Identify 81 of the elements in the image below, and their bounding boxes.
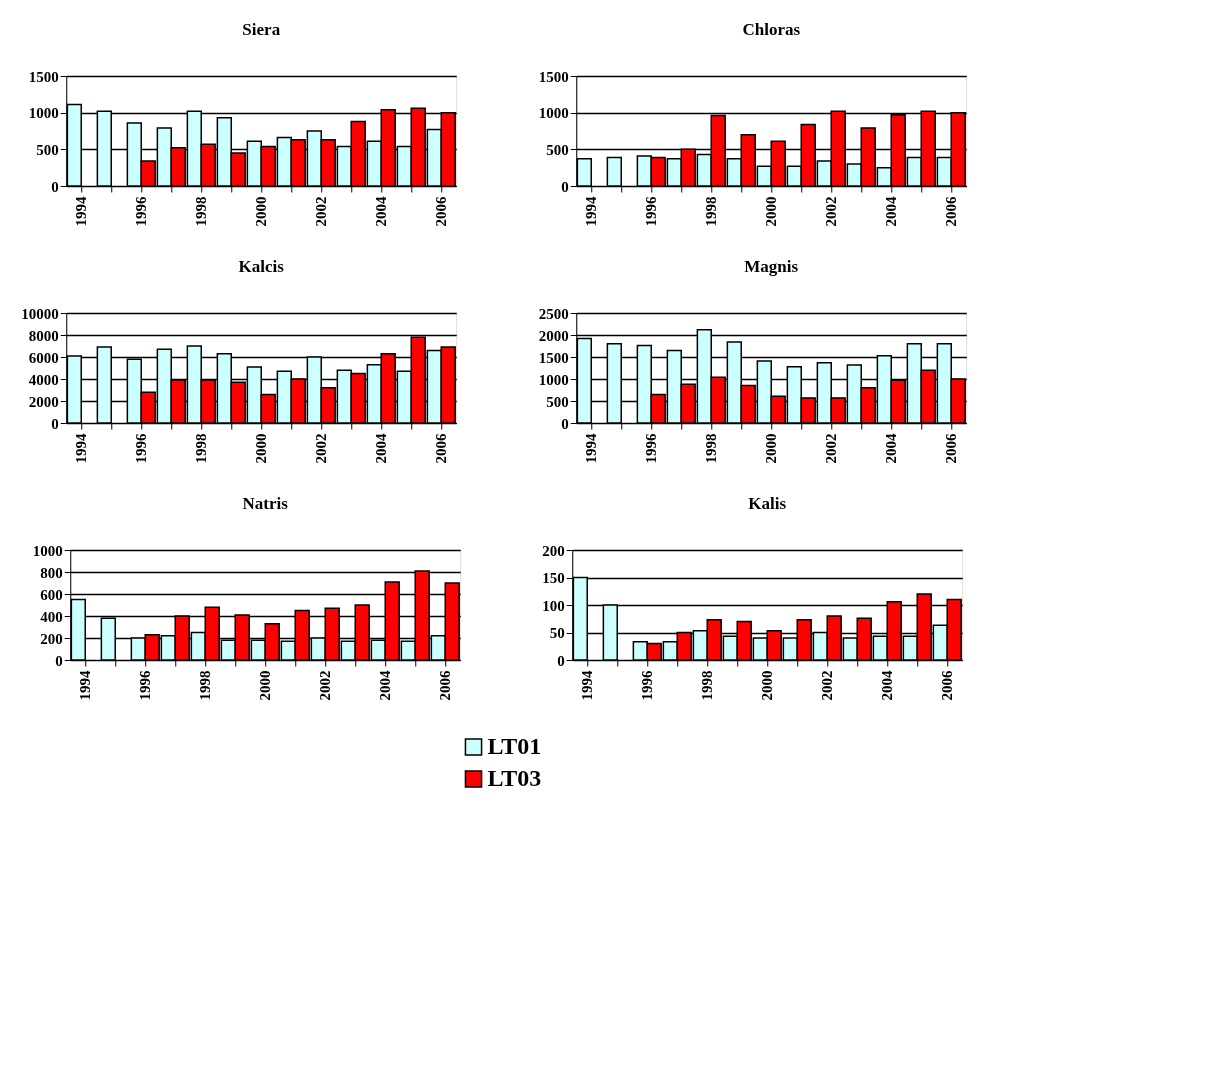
x-tick-label: 2002 <box>317 670 334 701</box>
chart-title: Kalis <box>748 494 787 513</box>
chart-title: Chloras <box>742 20 801 39</box>
x-tick-label: 2002 <box>819 670 836 701</box>
y-tick-label: 0 <box>561 415 569 432</box>
x-tick-label: 2000 <box>763 433 780 464</box>
y-tick-label: 100 <box>542 597 565 614</box>
y-tick-label: 0 <box>557 652 565 669</box>
y-tick-label: 200 <box>40 630 63 647</box>
y-tick-label: 800 <box>40 564 63 581</box>
x-tick-label: 1996 <box>133 433 150 464</box>
x-tick-label: 2006 <box>939 670 956 701</box>
y-tick-label: 6000 <box>28 349 59 366</box>
y-tick-label: 0 <box>561 178 569 195</box>
x-tick-label: 2006 <box>433 196 450 227</box>
x-tick-label: 2000 <box>253 433 270 464</box>
x-tick-label: 2006 <box>437 670 454 701</box>
x-tick-label: 2000 <box>763 196 780 227</box>
y-tick-label: 1000 <box>538 371 569 388</box>
x-tick-label: 1994 <box>77 670 94 701</box>
x-tick-label: 1998 <box>197 670 214 701</box>
x-tick-label: 2004 <box>373 433 390 464</box>
y-tick-label: 50 <box>549 625 565 641</box>
y-tick-label: 0 <box>51 178 59 195</box>
legend-label: LT03 <box>487 765 542 791</box>
chart-title: Natris <box>242 494 289 513</box>
y-tick-label: 1000 <box>28 105 59 122</box>
y-tick-label: 10000 <box>21 305 59 322</box>
x-tick-label: 2000 <box>253 196 270 227</box>
y-tick-label: 0 <box>55 652 63 669</box>
x-tick-label: 1998 <box>703 196 720 227</box>
y-tick-label: 500 <box>546 141 569 158</box>
legend-label: LT01 <box>487 733 542 759</box>
x-tick-label: 1994 <box>73 196 90 227</box>
x-tick-label: 1994 <box>583 433 600 464</box>
y-tick-label: 1000 <box>32 542 63 559</box>
x-tick-label: 1998 <box>703 433 720 464</box>
y-tick-label: 8000 <box>28 327 59 344</box>
y-tick-label: 2000 <box>28 393 59 410</box>
x-tick-label: 2004 <box>883 433 900 464</box>
x-tick-label: 2002 <box>313 433 330 464</box>
x-tick-label: 1998 <box>193 433 210 464</box>
x-tick-label: 2004 <box>373 196 390 227</box>
y-tick-label: 600 <box>40 586 63 603</box>
y-tick-label: 1000 <box>538 105 569 122</box>
x-tick-label: 2006 <box>943 196 960 227</box>
x-tick-label: 2000 <box>257 670 274 701</box>
y-tick-label: 2500 <box>538 305 569 322</box>
x-tick-label: 1998 <box>699 670 716 701</box>
y-tick-label: 150 <box>542 570 565 586</box>
chart-title: Siera <box>242 20 281 39</box>
x-tick-label: 2004 <box>883 196 900 227</box>
x-tick-label: 1994 <box>73 433 90 464</box>
x-tick-label: 2000 <box>759 670 776 701</box>
x-tick-label: 1996 <box>133 196 150 227</box>
x-tick-label: 1994 <box>583 196 600 227</box>
x-tick-label: 2002 <box>313 196 330 227</box>
x-tick-label: 1998 <box>193 196 210 227</box>
x-tick-label: 1996 <box>643 433 660 464</box>
x-tick-label: 1994 <box>579 670 596 701</box>
chart-title: Magnis <box>744 257 799 276</box>
y-tick-label: 1500 <box>28 68 59 85</box>
x-tick-label: 1996 <box>643 196 660 227</box>
y-tick-label: 0 <box>51 415 59 432</box>
x-tick-label: 1996 <box>137 670 154 701</box>
y-tick-label: 500 <box>546 393 569 410</box>
y-tick-label: 1500 <box>538 68 569 85</box>
x-tick-label: 2004 <box>879 670 896 701</box>
y-tick-label: 1500 <box>538 349 569 366</box>
y-tick-label: 500 <box>36 141 59 158</box>
y-tick-label: 200 <box>542 542 565 559</box>
y-tick-label: 4000 <box>28 371 59 388</box>
y-tick-label: 400 <box>40 608 63 625</box>
x-tick-label: 2006 <box>943 433 960 464</box>
y-tick-label: 2000 <box>538 327 569 344</box>
x-tick-label: 2002 <box>823 196 840 227</box>
x-tick-label: 2004 <box>377 670 394 701</box>
chart-title: Kalcis <box>238 257 285 276</box>
x-tick-label: 2006 <box>433 433 450 464</box>
x-tick-label: 1996 <box>639 670 656 701</box>
x-tick-label: 2002 <box>823 433 840 464</box>
